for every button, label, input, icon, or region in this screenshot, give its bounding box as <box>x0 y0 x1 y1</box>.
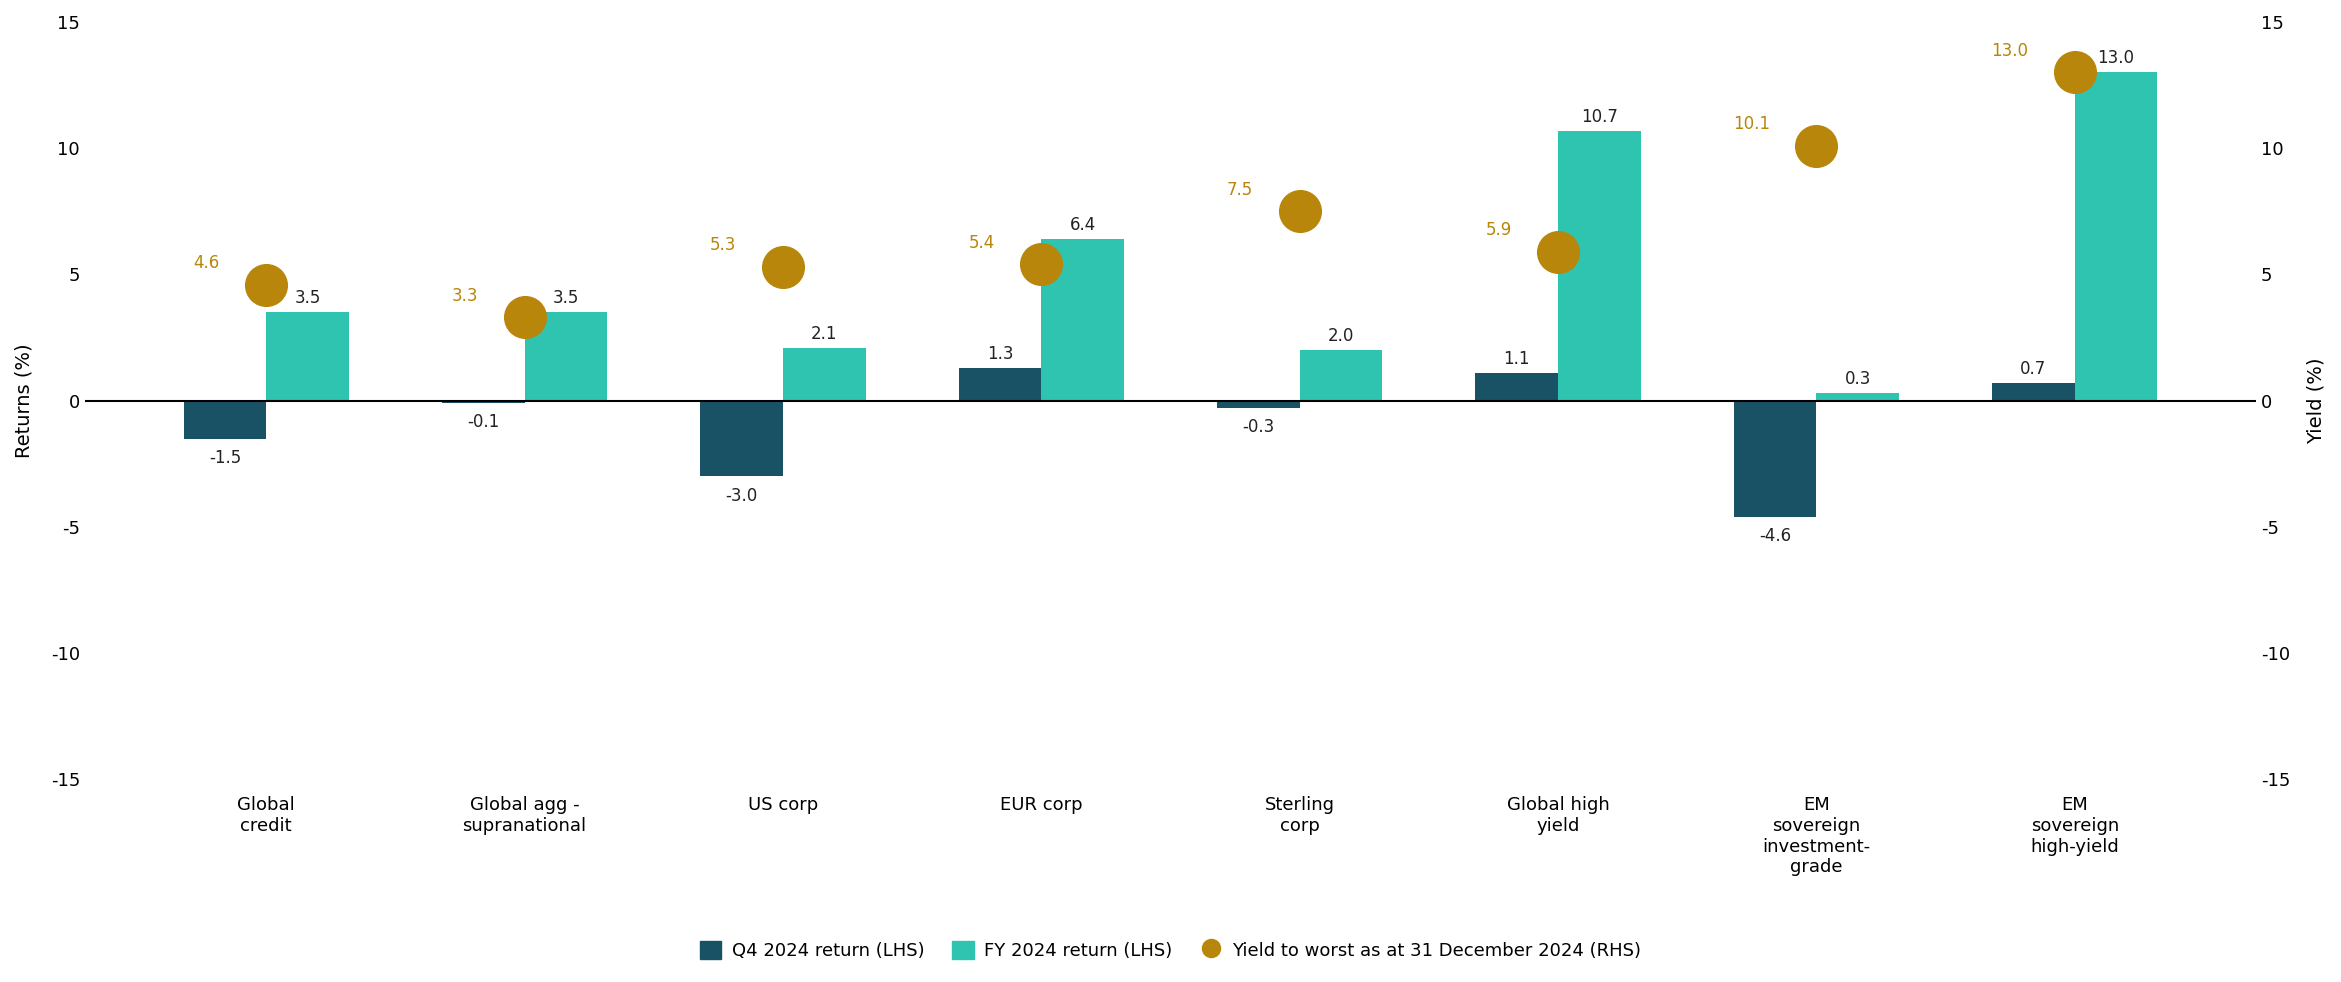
Bar <box>700 401 782 476</box>
Point <box>763 259 801 275</box>
Bar <box>2074 73 2158 401</box>
Text: 5.3: 5.3 <box>709 237 737 254</box>
Bar <box>267 312 349 401</box>
Text: 6.4: 6.4 <box>1070 216 1096 234</box>
Point <box>1281 203 1318 219</box>
Bar <box>1735 401 1817 517</box>
Text: 3.5: 3.5 <box>295 290 321 307</box>
Bar <box>782 348 866 401</box>
Text: 0.7: 0.7 <box>2020 360 2046 378</box>
Bar <box>183 401 267 439</box>
Text: 4.6: 4.6 <box>194 254 220 272</box>
Point <box>1798 137 1835 153</box>
Text: -0.3: -0.3 <box>1243 418 1274 436</box>
Legend: Q4 2024 return (LHS), FY 2024 return (LHS), Yield to worst as at 31 December 202: Q4 2024 return (LHS), FY 2024 return (LH… <box>693 934 1648 967</box>
Bar <box>1042 240 1124 401</box>
Bar <box>524 312 606 401</box>
Point <box>1023 256 1060 272</box>
Point <box>506 309 543 325</box>
Text: 2.1: 2.1 <box>810 325 838 343</box>
Bar <box>442 401 524 404</box>
Bar <box>1559 131 1641 401</box>
Text: 1.1: 1.1 <box>1503 350 1531 368</box>
Point <box>1540 244 1578 259</box>
Bar <box>1475 373 1559 401</box>
Text: -4.6: -4.6 <box>1758 527 1791 545</box>
Bar <box>1992 383 2074 401</box>
Text: -1.5: -1.5 <box>208 449 241 466</box>
Text: 2.0: 2.0 <box>1327 327 1353 345</box>
Text: 3.5: 3.5 <box>552 290 578 307</box>
Text: -3.0: -3.0 <box>726 486 758 505</box>
Text: 5.9: 5.9 <box>1484 221 1512 240</box>
Point <box>2055 65 2093 81</box>
Text: 10.1: 10.1 <box>1732 115 1770 134</box>
Text: 13.0: 13.0 <box>1992 42 2027 60</box>
Bar <box>1217 401 1299 409</box>
Point <box>248 277 286 293</box>
Text: 7.5: 7.5 <box>1227 181 1252 198</box>
Bar <box>960 368 1042 401</box>
Text: 0.3: 0.3 <box>1845 370 1870 388</box>
Text: 1.3: 1.3 <box>988 345 1014 362</box>
Bar <box>1817 393 1899 401</box>
Y-axis label: Yield (%): Yield (%) <box>2306 357 2327 444</box>
Text: 3.3: 3.3 <box>452 287 478 304</box>
Text: 13.0: 13.0 <box>2098 49 2135 68</box>
Text: 10.7: 10.7 <box>1580 107 1618 126</box>
Bar <box>1299 351 1381 401</box>
Y-axis label: Returns (%): Returns (%) <box>14 344 35 458</box>
Text: 5.4: 5.4 <box>969 234 995 251</box>
Text: -0.1: -0.1 <box>468 413 499 431</box>
